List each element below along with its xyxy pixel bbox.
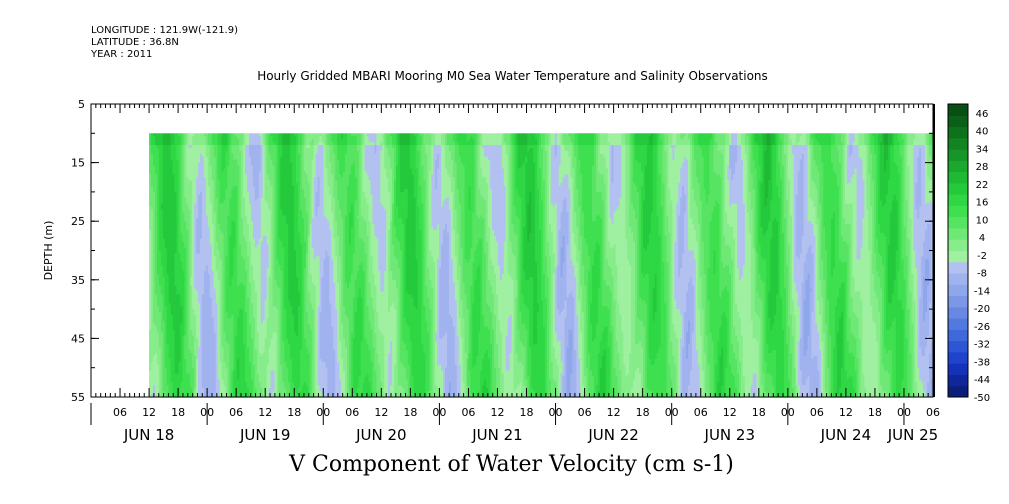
x-day-label: JUN 19 (239, 426, 290, 444)
x-hour-label: 06 (578, 406, 592, 419)
colorbar-swatch (948, 205, 968, 218)
colorbar-swatch (948, 273, 968, 285)
x-hour-label: 12 (374, 406, 388, 419)
longitude-label: LONGITUDE : 121.9W(-121.9) (91, 25, 238, 36)
y-tick-label: 55 (71, 391, 85, 404)
colorbar-swatch (948, 149, 968, 161)
colorbar-swatch (948, 385, 968, 398)
colorbar-swatch (948, 340, 968, 353)
colorbar-label: -20 (974, 304, 990, 315)
colorbar-swatch (948, 216, 968, 229)
colorbar-swatch (948, 284, 968, 297)
colorbar-swatch (948, 137, 968, 150)
year-label: YEAR : 2011 (91, 49, 152, 60)
x-hour-label: 12 (607, 406, 621, 419)
x-hour-label: 06 (926, 406, 940, 419)
colorbar-swatch (948, 329, 968, 342)
x-hour-label: 18 (636, 406, 650, 419)
x-day-label: JUN 21 (471, 426, 522, 444)
y-axis-label: DEPTH (m) (42, 221, 55, 281)
colorbar-swatch (948, 295, 968, 308)
colorbar-label: -38 (974, 357, 990, 368)
x-hour-label: 06 (810, 406, 824, 419)
colorbar-swatch (948, 363, 968, 375)
y-tick-label: 45 (71, 332, 85, 345)
colorbar-swatch (948, 318, 968, 330)
x-day-label: JUN 20 (355, 426, 406, 444)
colorbar-label: -32 (974, 340, 990, 351)
x-hour-label: 12 (723, 406, 737, 419)
colorbar-label: 10 (976, 215, 989, 226)
variable-title: V Component of Water Velocity (cm s-1) (0, 452, 1009, 477)
heatmap-cells (149, 133, 934, 398)
y-tick-label: 35 (71, 274, 85, 287)
colorbar: 46 40 34 28 22 16 10 4 -2 -8 -14 -20 -26 -32 -38 -44 -50 (947, 103, 990, 404)
x-hour-label: 18 (752, 406, 766, 419)
colorbar-label: 16 (976, 198, 989, 209)
colorbar-swatch (948, 351, 968, 364)
colorbar-swatch (948, 126, 968, 139)
colorbar-label: -44 (974, 375, 990, 386)
x-hour-label: 18 (520, 406, 534, 419)
x-hour-label: 12 (142, 406, 156, 419)
x-day-label: JUN 25 (887, 426, 938, 444)
colorbar-swatch (948, 182, 968, 195)
colorbar-frame (947, 103, 969, 398)
colorbar-swatch (948, 306, 968, 319)
x-hour-label: 12 (839, 406, 853, 419)
colorbar-label: 4 (979, 233, 985, 244)
x-hour-label: 06 (345, 406, 359, 419)
colorbar-label: -8 (977, 269, 987, 280)
colorbar-label: 40 (976, 127, 989, 138)
y-tick-label: 25 (71, 215, 85, 228)
x-hour-label: 12 (258, 406, 272, 419)
colorbar-label: -50 (974, 393, 990, 404)
x-day-label: JUN 22 (587, 426, 638, 444)
chart-title: Hourly Gridded MBARI Mooring M0 Sea Wate… (0, 69, 1009, 83)
x-day-label: JUN 24 (820, 426, 871, 444)
colorbar-swatch (948, 227, 968, 240)
x-hour-label: 06 (461, 406, 475, 419)
colorbar-swatch (948, 261, 968, 274)
colorbar-swatch (948, 115, 968, 128)
x-hour-label: 18 (287, 406, 301, 419)
colorbar-label: -2 (977, 251, 987, 262)
y-tick-label: 5 (78, 98, 85, 111)
x-day-label: JUN 18 (123, 426, 174, 444)
colorbar-swatch (948, 104, 968, 116)
x-hour-label: 06 (229, 406, 243, 419)
x-hour-label: 06 (113, 406, 127, 419)
colorbar-swatch (948, 374, 968, 387)
x-day-label: JUN 23 (704, 426, 755, 444)
x-hour-label: 06 (694, 406, 708, 419)
y-tick-label: 15 (71, 157, 85, 170)
latitude-label: LATITUDE : 36.8N (91, 37, 179, 48)
colorbar-swatch (948, 239, 968, 251)
colorbar-label: -26 (974, 322, 990, 333)
x-hour-label: 12 (490, 406, 504, 419)
colorbar-label: 46 (976, 109, 989, 120)
colorbar-swatch (948, 160, 968, 173)
x-hour-label: 18 (403, 406, 417, 419)
colorbar-label: 34 (976, 144, 989, 155)
colorbar-label: -14 (974, 286, 990, 297)
colorbar-label: 28 (976, 162, 989, 173)
colorbar-swatch (948, 171, 968, 184)
colorbar-swatch (948, 194, 968, 206)
colorbar-label: 22 (976, 180, 989, 191)
x-hour-label: 18 (868, 406, 882, 419)
colorbar-swatch (948, 250, 968, 263)
x-hour-label: 18 (171, 406, 185, 419)
